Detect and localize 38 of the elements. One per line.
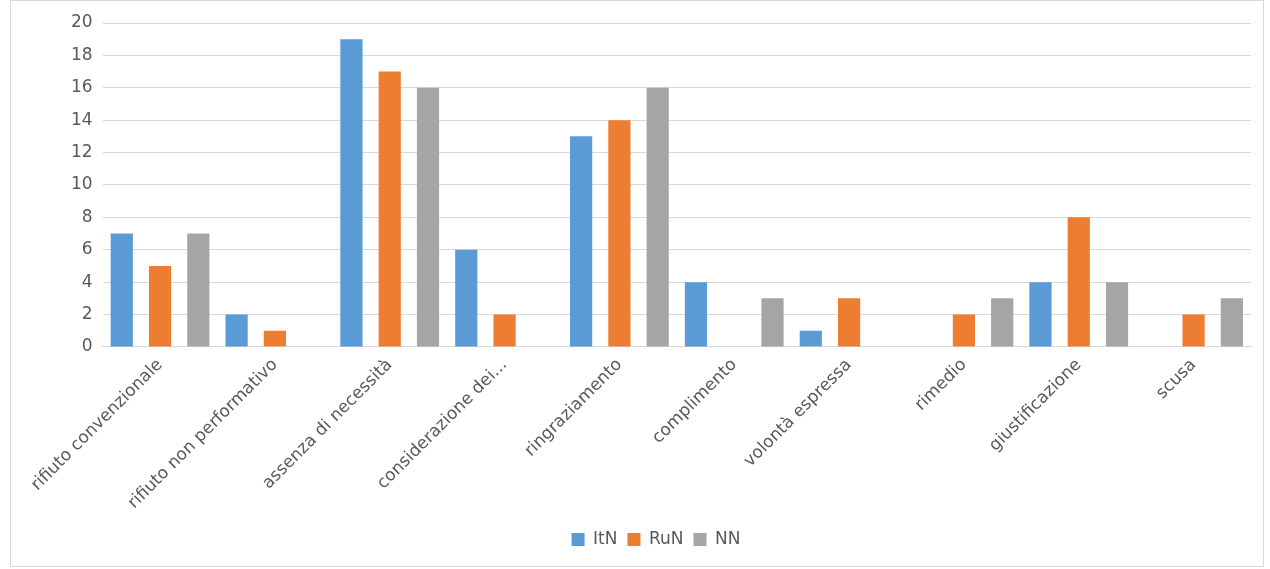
bar — [1105, 282, 1129, 347]
bar — [340, 39, 363, 347]
bar — [646, 87, 669, 347]
y-tick-label: 18 — [70, 43, 93, 64]
y-tick-label: 8 — [81, 205, 93, 226]
bar — [493, 314, 516, 347]
y-tick-label: 6 — [81, 238, 93, 259]
bar — [1182, 314, 1205, 347]
y-tick-label: 0 — [81, 335, 93, 356]
bar — [1220, 298, 1243, 347]
bar — [263, 330, 286, 347]
bar — [148, 265, 172, 347]
bar — [608, 120, 631, 347]
bar — [1067, 217, 1090, 347]
legend-label: NN — [715, 527, 741, 548]
bar — [761, 298, 784, 347]
bar — [991, 298, 1014, 347]
legend-label: ItN — [593, 527, 618, 548]
y-tick-label: 10 — [70, 173, 93, 194]
bar — [416, 87, 440, 347]
bar — [378, 71, 401, 347]
bar — [952, 314, 976, 347]
y-tick-label: 2 — [81, 302, 93, 323]
bar — [837, 298, 861, 347]
bar — [110, 233, 133, 347]
bar — [684, 282, 708, 347]
bar — [225, 314, 248, 347]
bar — [570, 136, 593, 347]
y-tick-label: 14 — [70, 108, 93, 129]
legend-label: RuN — [648, 527, 684, 548]
bar — [799, 330, 822, 347]
bar — [455, 249, 478, 347]
bar — [187, 233, 210, 347]
y-tick-label: 4 — [81, 270, 93, 291]
y-tick-label: 16 — [70, 76, 93, 97]
y-tick-label: 12 — [70, 140, 93, 161]
y-tick-label: 20 — [70, 11, 93, 32]
bar — [1029, 282, 1052, 347]
